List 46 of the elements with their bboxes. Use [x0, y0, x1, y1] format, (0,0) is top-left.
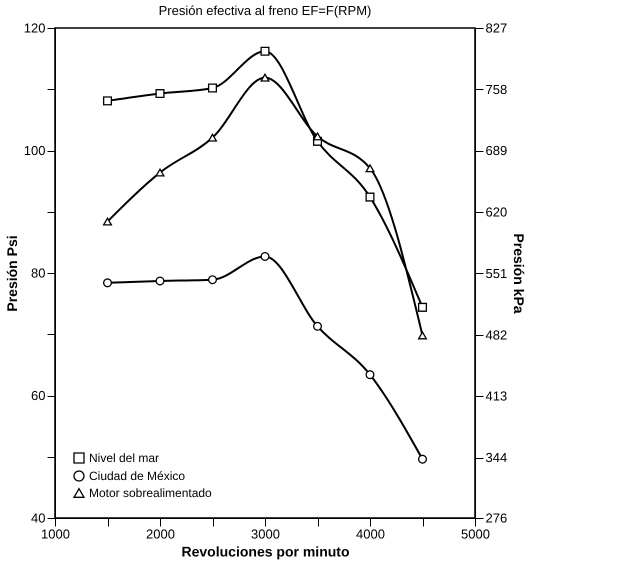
- y2-tick-label: 344: [486, 450, 508, 466]
- y2-tick-label: 620: [486, 204, 508, 220]
- point: [418, 454, 428, 464]
- point: [155, 276, 165, 286]
- point: [208, 84, 218, 93]
- legend-label: Ciudad de México: [89, 469, 186, 483]
- point: [260, 252, 270, 261]
- y-tick-label: 80: [31, 266, 46, 280]
- point: [155, 168, 165, 177]
- y2-tick-label: 482: [486, 327, 508, 342]
- point: [155, 89, 165, 98]
- y-tick-label: 120: [24, 20, 46, 36]
- x-tick-label: 4000: [356, 526, 385, 542]
- y2-tick-label: 276: [486, 510, 508, 526]
- y-tick-label: 100: [24, 143, 46, 158]
- chart-title: Presión efectiva al freno EF=F(RPM): [158, 3, 372, 18]
- y-axis-title: Presión Psi: [4, 235, 20, 312]
- point: [312, 322, 322, 331]
- x-tick-label: 3000: [251, 526, 280, 542]
- point: [102, 278, 112, 288]
- x-axis-title: Revoluciones por minuto: [181, 544, 350, 560]
- y2-tick-label: 689: [486, 143, 508, 158]
- point: [260, 74, 270, 82]
- y2-axis-title: Presión kPa: [511, 233, 528, 314]
- point: [418, 331, 428, 340]
- x-tick-label: 5000: [461, 526, 490, 542]
- point: [365, 164, 375, 172]
- point: [365, 370, 375, 380]
- point: [102, 96, 112, 106]
- point: [418, 302, 428, 312]
- point: [102, 218, 112, 226]
- x-tick-label: 2000: [146, 526, 175, 542]
- point: [365, 192, 375, 202]
- y-tick-label: 60: [31, 388, 46, 403]
- y-tick-label: 40: [31, 510, 46, 526]
- y2-tick-label: 827: [486, 20, 508, 36]
- legend-label: Nivel del mar: [89, 451, 160, 465]
- legend-label: Motor sobrealimentado: [89, 486, 212, 500]
- point: [260, 46, 270, 56]
- x-tick-label: 1000: [41, 526, 70, 542]
- point: [208, 275, 218, 284]
- point: [312, 132, 322, 140]
- y2-tick-label: 413: [486, 388, 508, 404]
- y2-tick-label: 758: [486, 82, 508, 97]
- y2-tick-label: 551: [486, 266, 508, 281]
- point: [208, 134, 218, 142]
